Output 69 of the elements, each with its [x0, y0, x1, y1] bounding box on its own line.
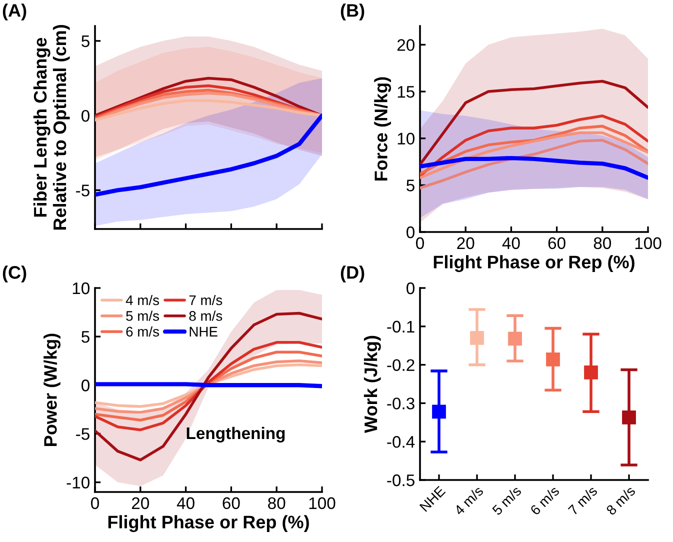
line-series [420, 131, 648, 180]
x-tick-label: 7 m/s [567, 485, 598, 516]
chart-title: (C) [2, 266, 26, 282]
y-tick-label: 15 [398, 86, 414, 98]
legend-label: 5 m/s [126, 310, 160, 321]
x-tick-label: 5 m/s [491, 485, 522, 516]
point [546, 352, 560, 366]
x-tick-label: 20 [457, 237, 474, 250]
point [432, 404, 446, 419]
y-tick-label: 5 [82, 36, 90, 48]
x-tick-label: 60 [222, 497, 240, 510]
y-tick-label: 5 [82, 331, 90, 343]
legend-label: 8 m/s [189, 310, 222, 321]
y-tick-label: 20 [397, 39, 414, 51]
y-axis-title: Work (J/kg) [364, 336, 381, 433]
x-tick-label: 6 m/s [529, 485, 560, 516]
x-tick-label: 100 [635, 237, 662, 250]
x-tick-label: 100 [309, 497, 336, 510]
x-tick-label: 8 m/s [605, 485, 636, 516]
y-tick-label: -0.1 [387, 320, 414, 333]
point [470, 330, 484, 345]
y-tick-label: -5 [76, 184, 90, 196]
y-tick-label: 0 [82, 380, 90, 392]
x-tick-label: 40 [176, 497, 194, 510]
annotation: Lengthening [186, 426, 285, 442]
y-tick-label: -0.5 [387, 474, 414, 486]
chart-title: (D) [340, 266, 364, 282]
legend-label: 6 m/s [126, 326, 160, 337]
x-tick-label: 80 [594, 237, 612, 250]
y-tick-label: 0 [406, 282, 414, 294]
legend-label: 7 m/s [189, 294, 222, 306]
line-series [420, 138, 648, 190]
line-series [95, 312, 322, 462]
point [508, 332, 522, 346]
y-tick-label: -0.3 [387, 398, 414, 410]
y-axis-title: Fiber Length Change Relative to Optimal (cm) [33, 25, 70, 230]
legend-label: 4 m/s [126, 294, 160, 306]
x-axis-title: Flight Phase or Rep (%) [434, 255, 634, 272]
y-tick-label: 10 [72, 282, 90, 294]
y-axis-title: Power (W/kg) [44, 334, 60, 446]
chart-title: (B) [340, 4, 364, 20]
y-tick-label: 0 [82, 110, 90, 122]
x-tick-label: 60 [548, 237, 566, 250]
x-tick-label: 4 m/s [453, 485, 484, 516]
line-series [420, 114, 648, 178]
x-tick-label: 20 [132, 497, 150, 510]
line-series [95, 350, 322, 422]
legend-label: NHE [190, 326, 218, 336]
y-tick-label: 5 [406, 180, 414, 192]
line-series [420, 156, 648, 180]
x-tick-label: 80 [268, 497, 286, 510]
x-tick-label: 0 [416, 237, 424, 250]
x-tick-label: 40 [502, 237, 520, 250]
x-axis-title: Flight Phase or Rep (%) [108, 515, 309, 532]
y-tick-label: -0.2 [387, 359, 414, 372]
chart-title: (A) [2, 4, 26, 20]
y-tick-label: 0 [406, 226, 414, 238]
y-tick-label: -10 [66, 476, 90, 488]
y-axis-title: Force (N/kg) [374, 77, 392, 180]
y-tick-label: -0.4 [387, 436, 415, 448]
y-tick-label: -5 [76, 428, 90, 440]
point [622, 410, 636, 424]
line-series [95, 359, 322, 414]
line-series [95, 113, 322, 197]
line-series [95, 99, 322, 122]
y-tick-label: 10 [398, 132, 414, 145]
x-tick-label: 0 [91, 497, 99, 510]
line-series [420, 80, 648, 166]
point [584, 366, 598, 380]
